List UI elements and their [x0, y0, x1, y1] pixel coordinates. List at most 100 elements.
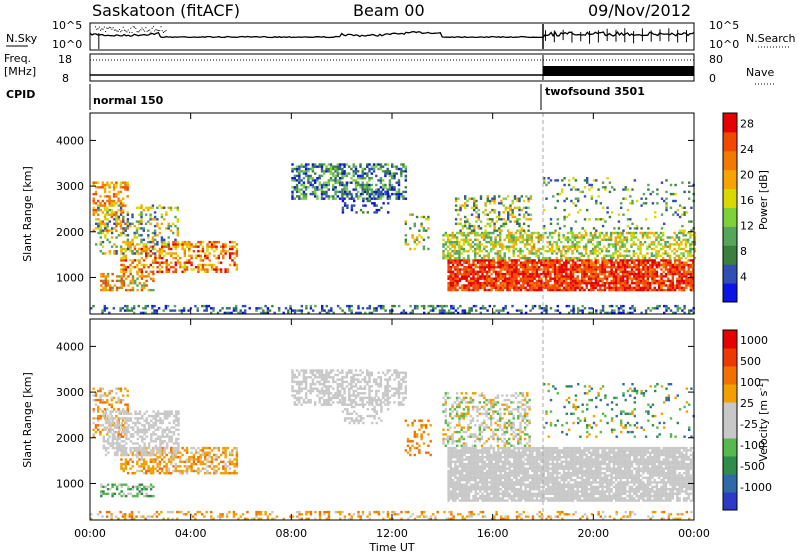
range-gate-cell: [481, 263, 484, 267]
range-gate-cell: [653, 286, 656, 289]
range-gate-cell: [461, 263, 464, 267]
range-gate-cell: [215, 240, 218, 244]
range-gate-cell: [138, 222, 141, 225]
range-gate-cell: [194, 458, 198, 461]
range-gate-cell: [601, 218, 605, 221]
range-gate-cell: [384, 186, 387, 189]
range-gate-cell: [206, 465, 209, 468]
range-gate-cell: [553, 286, 557, 289]
range-gate-cell: [473, 199, 476, 203]
range-gate-cell: [106, 231, 109, 235]
range-gate-cell: [689, 288, 693, 292]
range-gate-cell: [225, 311, 229, 315]
range-gate-cell: [643, 231, 647, 235]
range-gate-cell: [127, 417, 130, 420]
range-gate-cell: [542, 286, 545, 289]
range-gate-cell: [548, 240, 552, 244]
range-gate-cell: [423, 311, 426, 315]
range-gate-cell: [651, 202, 655, 205]
range-gate-cell: [119, 213, 123, 216]
range-gate-cell: [544, 266, 548, 269]
range-gate-cell: [462, 231, 466, 235]
range-gate-cell: [101, 183, 104, 187]
range-gate-cell: [515, 268, 518, 271]
range-gate-cell: [176, 245, 180, 248]
range-gate-cell: [318, 181, 321, 184]
range-gate-cell: [490, 263, 493, 267]
range-gate-cell: [668, 245, 672, 248]
range-gate-cell: [566, 231, 570, 235]
range-gate-cell: [530, 238, 534, 241]
range-gate-cell: [99, 417, 102, 420]
range-gate-cell: [362, 211, 365, 214]
range-gate-cell: [483, 234, 486, 237]
range-gate-cell: [422, 227, 426, 230]
range-gate-cell: [680, 266, 684, 269]
range-gate-cell: [124, 243, 128, 246]
range-gate-cell: [167, 252, 170, 255]
range-gate-cell: [577, 309, 580, 312]
range-gate-cell: [222, 460, 225, 463]
range-gate-cell: [506, 279, 509, 283]
range-gate-cell: [323, 183, 326, 187]
range-gate-cell: [596, 266, 600, 269]
range-gate-cell: [142, 307, 145, 310]
range-gate-cell: [325, 167, 328, 171]
range-gate-cell: [124, 270, 128, 273]
range-gate-cell: [640, 204, 643, 207]
range-gate-cell: [298, 165, 301, 168]
range-gate-cell: [362, 197, 365, 200]
range-gate-cell: [262, 311, 265, 315]
range-gate-cell: [512, 238, 515, 241]
nsearch-dot: [142, 29, 144, 31]
range-gate-cell: [136, 243, 139, 246]
range-gate-cell: [677, 243, 681, 246]
range-gate-cell: [464, 197, 467, 200]
range-gate-cell: [499, 268, 502, 271]
range-gate-cell: [122, 483, 126, 486]
range-gate-cell: [573, 236, 577, 239]
range-gate-cell: [639, 277, 643, 280]
range-gate-cell: [612, 252, 615, 255]
range-gate-cell: [373, 309, 376, 312]
range-gate-cell: [142, 238, 145, 241]
range-gate-cell: [194, 462, 198, 466]
range-gate-cell: [124, 240, 127, 244]
range-gate-cell: [206, 243, 209, 246]
range-gate-cell: [622, 311, 625, 315]
range-gate-cell: [206, 245, 209, 248]
range-gate-cell: [667, 286, 670, 289]
range-gate-cell: [508, 236, 511, 239]
range-gate-cell: [476, 243, 479, 246]
range-gate-cell: [336, 170, 339, 173]
range-gate-cell: [601, 181, 605, 184]
range-gate-cell: [461, 277, 464, 280]
range-gate-cell: [642, 279, 645, 283]
range-gate-cell: [350, 311, 353, 315]
range-gate-cell: [133, 234, 136, 237]
range-gate-cell: [129, 268, 132, 271]
range-gate-cell: [108, 204, 111, 207]
range-gate-cell: [449, 243, 452, 246]
range-gate-cell: [522, 199, 526, 203]
range-gate-cell: [147, 240, 150, 244]
range-gate-cell: [457, 213, 460, 216]
range-gate-cell: [183, 263, 186, 267]
range-gate-cell: [454, 282, 457, 285]
range-gate-cell: [642, 286, 645, 289]
range-gate-cell: [458, 250, 461, 253]
range-gate-cell: [632, 234, 635, 237]
nsearch-dot: [129, 31, 131, 33]
range-gate-cell: [113, 218, 116, 221]
range-gate-cell: [190, 245, 193, 248]
range-gate-cell: [635, 286, 638, 289]
range-gate-cell: [481, 284, 484, 287]
range-gate-cell: [580, 252, 583, 255]
range-gate-cell: [515, 261, 518, 264]
range-gate-cell: [603, 236, 606, 239]
range-gate-cell: [496, 256, 500, 260]
range-gate-cell: [201, 240, 205, 244]
range-gate-cell: [206, 268, 209, 271]
range-gate-cell: [473, 202, 476, 205]
range-gate-cell: [329, 195, 333, 198]
